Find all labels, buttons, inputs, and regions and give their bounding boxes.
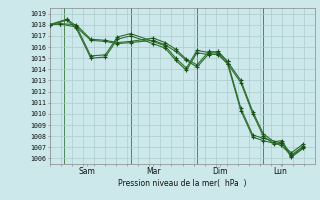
X-axis label: Pression niveau de la mer(  hPa  ): Pression niveau de la mer( hPa ) [118,179,247,188]
